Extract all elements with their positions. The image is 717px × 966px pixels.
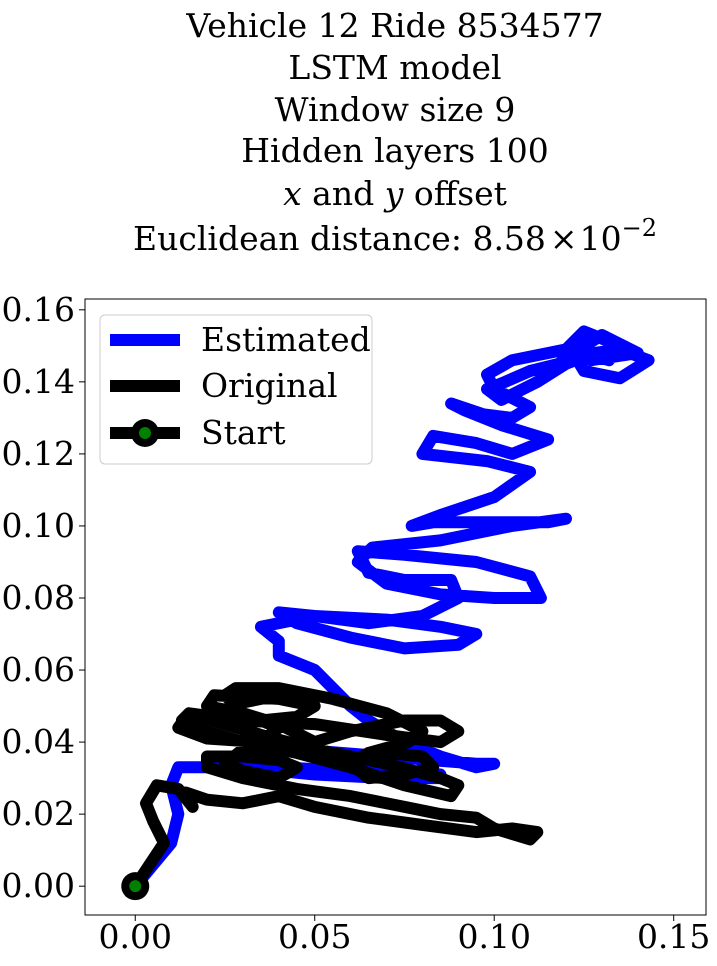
plot-frame — [84, 298, 707, 916]
legend: Estimated Original Start — [99, 314, 373, 465]
x-axis: 0.00 0.05 0.10 0.15 — [99, 915, 710, 956]
legend-start-marker-center — [139, 427, 151, 439]
series-line-estimated — [129, 325, 655, 893]
y-tick-label: 0.16 — [2, 290, 75, 329]
legend-label-3: Start — [201, 413, 286, 452]
y-tick-label: 0.06 — [2, 650, 75, 689]
y-tick-label: 0.08 — [2, 578, 75, 617]
title-line-4: Hidden layers 100 — [241, 131, 548, 170]
title-line-3: Window size 9 — [275, 90, 516, 129]
legend-label-1: Estimated — [201, 320, 371, 359]
title-line-1: Vehicle 12 Ride 8534577 — [185, 6, 603, 45]
title-offset-line: x and y offset — [283, 174, 507, 213]
series-line-original — [129, 682, 544, 893]
title-offset-and-word: and — [302, 174, 385, 213]
y-tick-label: 0.14 — [2, 362, 75, 401]
legend-box — [99, 314, 373, 465]
legend-label-2: Original — [201, 366, 338, 405]
y-tick-label: 0.12 — [2, 434, 75, 473]
y-tick-label: 0.00 — [2, 866, 75, 905]
y-tick-label: 0.02 — [2, 794, 75, 833]
series-group — [121, 325, 655, 901]
title-line-2: LSTM model — [288, 48, 501, 87]
x-tick-label: 0.05 — [278, 917, 351, 956]
start-marker-center — [129, 880, 142, 893]
title-offset-suffix: offset — [403, 174, 507, 213]
y-tick-label: 0.10 — [2, 506, 75, 545]
y-tick-label: 0.04 — [2, 722, 75, 761]
distance-exponent: −2 — [622, 214, 657, 242]
title-offset-x-var: x — [283, 174, 302, 213]
x-tick-label: 0.10 — [457, 917, 530, 956]
title-distance-line: Euclidean distance: 8.58 ×10−2 — [133, 214, 657, 258]
plot-area: 0.00 0.05 0.10 0.15 0.00 0.02 0.04 0.06 0.08 0.1… — [2, 290, 711, 956]
x-tick-label: 0.00 — [99, 917, 172, 956]
distance-times: × — [550, 219, 578, 258]
distance-value: Euclidean distance: 8.58 — [133, 219, 546, 258]
x-tick-label: 0.15 — [637, 917, 710, 956]
y-axis: 0.00 0.02 0.04 0.06 0.08 0.10 0.12 0.14 0.16 — [2, 290, 85, 905]
title-offset-y-var: y — [383, 174, 404, 213]
distance-base: 10 — [580, 219, 622, 258]
